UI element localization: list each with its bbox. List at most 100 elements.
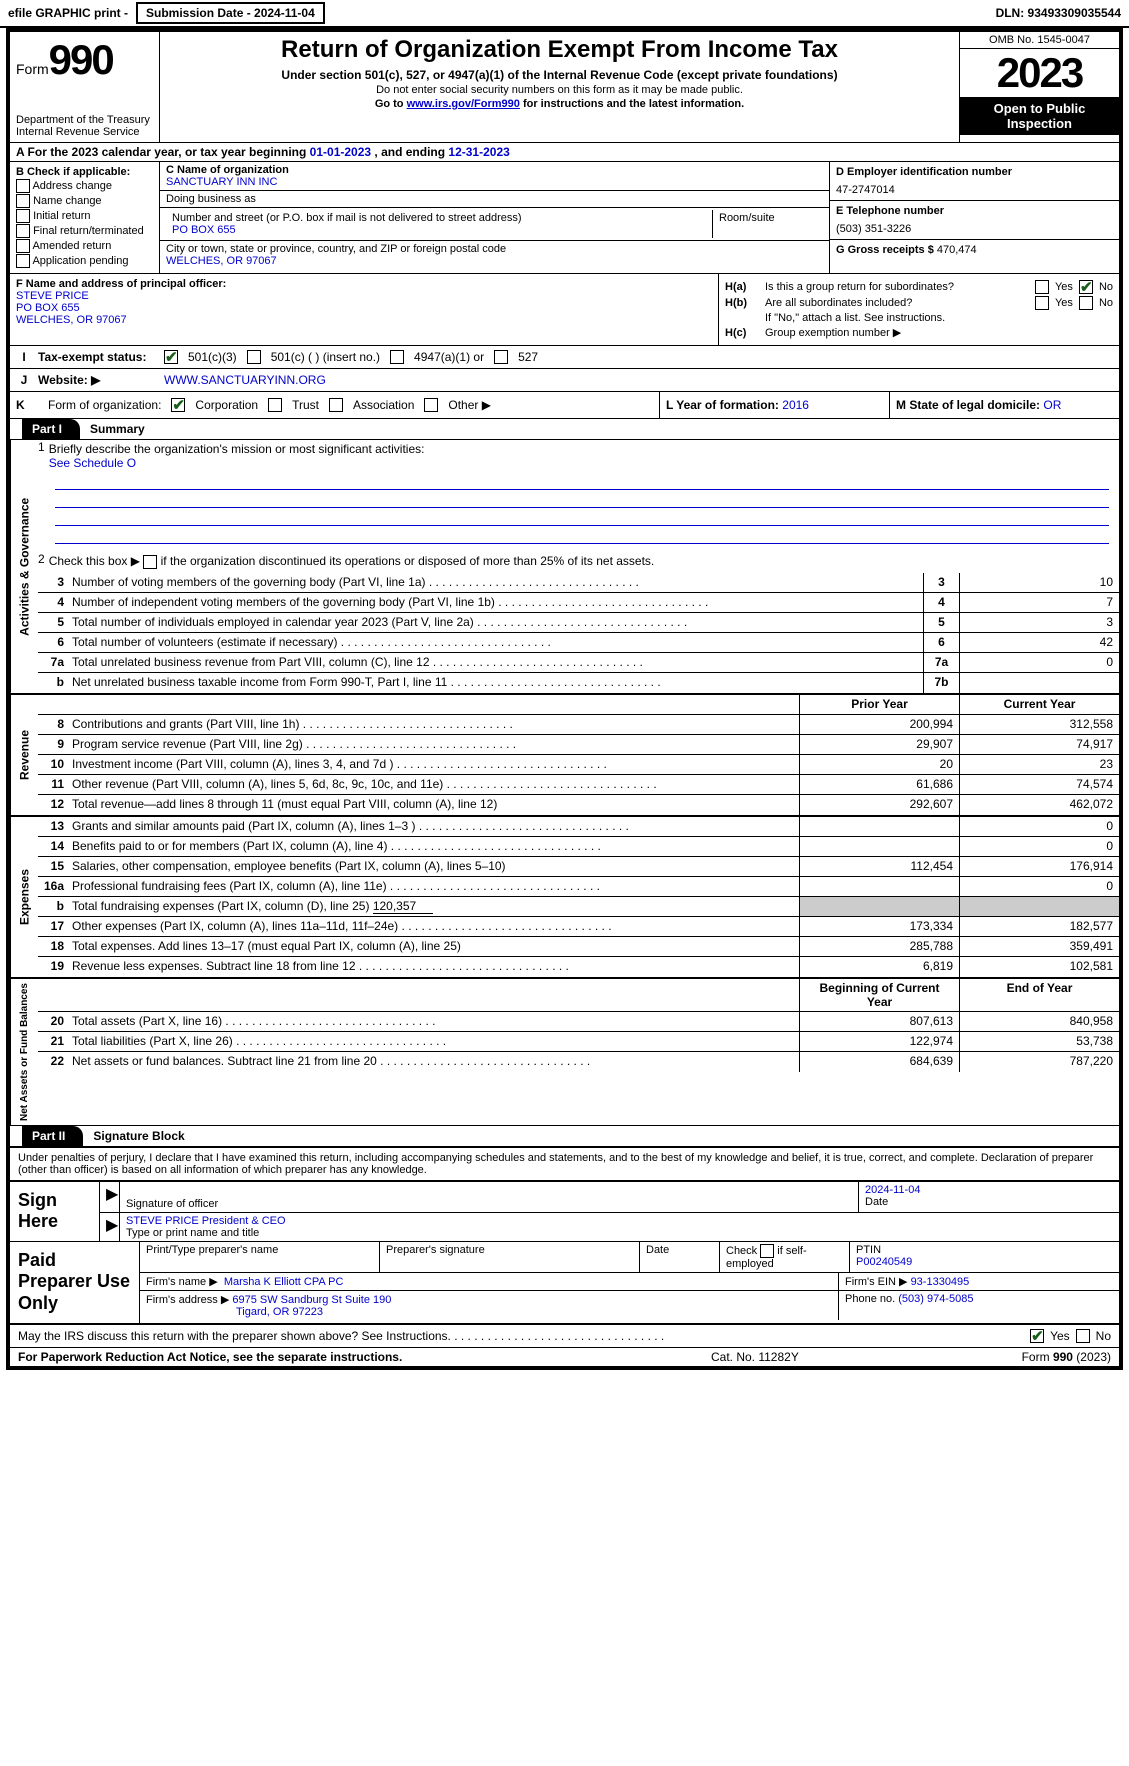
discuss-row: May the IRS discuss this return with the… (10, 1325, 1119, 1348)
city-value: WELCHES, OR 97067 (166, 255, 823, 267)
state-domicile: OR (1043, 398, 1061, 412)
year-formation: 2016 (782, 398, 809, 412)
block-fh: F Name and address of principal officer:… (10, 274, 1119, 346)
form-number: 990 (49, 36, 113, 83)
section-activities: Activities & Governance 1 Briefly descri… (10, 440, 1119, 695)
chk-initial-return[interactable]: Initial return (16, 209, 153, 223)
discuss-no-checkbox[interactable] (1076, 1329, 1090, 1343)
org-name: SANCTUARY INN INC (166, 176, 823, 188)
line1-desc: Briefly describe the organization's miss… (49, 442, 1115, 456)
hb-text: Are all subordinates included? (765, 297, 1035, 309)
omb-number: OMB No. 1545-0047 (960, 32, 1119, 49)
section-revenue: Revenue Prior YearCurrent Year 8Contribu… (10, 695, 1119, 817)
chk-trust[interactable] (268, 398, 282, 412)
box-f: F Name and address of principal officer:… (10, 274, 719, 345)
val-line6: 42 (959, 633, 1119, 652)
section-expenses: Expenses 13Grants and similar amounts pa… (10, 817, 1119, 979)
vlabel-expenses: Expenses (10, 817, 38, 977)
chk-amended-return[interactable]: Amended return (16, 239, 153, 253)
signature-intro: Under penalties of perjury, I declare th… (10, 1147, 1119, 1180)
ein-value: 47-2747014 (836, 184, 1113, 196)
chk-4947[interactable] (390, 350, 404, 364)
hdr-current-year: Current Year (959, 695, 1119, 714)
sig-date-value: 2024-11-04 (865, 1184, 1113, 1196)
part-1-title: Summary (80, 419, 155, 439)
officer-street: PO BOX 655 (16, 302, 712, 314)
val-line4: 7 (959, 593, 1119, 612)
goto-post: for instructions and the latest informat… (520, 98, 744, 110)
submission-date-button[interactable]: Submission Date - 2024-11-04 (136, 2, 325, 24)
chk-501c3[interactable] (164, 350, 178, 364)
row-j: J Website: ▶ WWW.SANCTUARYINN.ORG (10, 369, 1119, 392)
phone-value-e: (503) 351-3226 (836, 223, 1113, 235)
discuss-yes-checkbox[interactable] (1030, 1329, 1044, 1343)
discuss-text: May the IRS discuss this return with the… (18, 1329, 1020, 1343)
row-i: I Tax-exempt status: 501(c)(3) 501(c) ( … (10, 346, 1119, 369)
arrow-icon: ▶ (100, 1182, 120, 1212)
box-h: H(a) Is this a group return for subordin… (719, 274, 1119, 345)
gross-receipts-label: G Gross receipts $ (836, 244, 934, 256)
ein-label: D Employer identification number (836, 166, 1113, 178)
part-1-header: Part I Summary (10, 419, 1119, 440)
sign-here-label: Sign Here (10, 1182, 100, 1241)
chk-501c[interactable] (247, 350, 261, 364)
chk-527[interactable] (494, 350, 508, 364)
ha-yes-checkbox[interactable] (1035, 280, 1049, 294)
website-value: WWW.SANCTUARYINN.ORG (158, 369, 1119, 391)
dept-label: Department of the Treasury Internal Reve… (16, 114, 153, 138)
val-line3: 10 (959, 573, 1119, 592)
box-b-label: B Check if applicable: (16, 166, 153, 178)
chk-name-change[interactable]: Name change (16, 194, 153, 208)
chk-corporation[interactable] (171, 398, 185, 412)
row-a-tax-year: A For the 2023 calendar year, or tax yea… (10, 143, 1119, 162)
firm-ein: 93-1330495 (911, 1276, 970, 1288)
form-subtitle-2: Do not enter social security numbers on … (166, 84, 953, 96)
part-2-header: Part II Signature Block (10, 1126, 1119, 1147)
firm-addr1: 6975 SW Sandburg St Suite 190 (232, 1294, 391, 1306)
part-1-tab: Part I (22, 419, 80, 439)
officer-print-name: STEVE PRICE President & CEO (126, 1215, 1113, 1227)
vlabel-activities: Activities & Governance (10, 440, 38, 693)
row-klm: K Form of organization: Corporation Trus… (10, 392, 1119, 419)
box-b: B Check if applicable: Address change Na… (10, 162, 160, 273)
fundraising-total: 120,357 (373, 899, 433, 914)
form-990-container: Form990 Department of the Treasury Inter… (6, 28, 1123, 1370)
chk-discontinued[interactable] (143, 555, 157, 569)
chk-association[interactable] (329, 398, 343, 412)
tax-year: 2023 (960, 49, 1119, 97)
footer-row: For Paperwork Reduction Act Notice, see … (10, 1348, 1119, 1366)
form-header: Form990 Department of the Treasury Inter… (10, 32, 1119, 143)
part-2-tab: Part II (22, 1126, 83, 1146)
vlabel-revenue: Revenue (10, 695, 38, 815)
room-label: Room/suite (713, 210, 823, 238)
chk-address-change[interactable]: Address change (16, 179, 153, 193)
toolbar: efile GRAPHIC print - Submission Date - … (0, 0, 1129, 28)
chk-other[interactable] (424, 398, 438, 412)
firm-phone: (503) 974-5085 (898, 1293, 973, 1305)
hc-text: Group exemption number ▶ (765, 326, 1113, 339)
chk-self-employed[interactable] (760, 1244, 774, 1258)
hc-label: H(c) (725, 327, 765, 339)
gross-receipts-value: 470,474 (937, 244, 977, 256)
goto-pre: Go to (375, 98, 407, 110)
street-label: Number and street (or P.O. box if mail i… (172, 212, 706, 224)
chk-final-return[interactable]: Final return/terminated (16, 224, 153, 238)
chk-application-pending[interactable]: Application pending (16, 254, 153, 268)
header-mid: Return of Organization Exempt From Incom… (160, 32, 959, 142)
hb-no-checkbox[interactable] (1079, 296, 1093, 310)
hb-yes-checkbox[interactable] (1035, 296, 1049, 310)
ha-no-checkbox[interactable] (1079, 280, 1093, 294)
phone-label-e: E Telephone number (836, 205, 1113, 217)
section-net-assets: Net Assets or Fund Balances Beginning of… (10, 979, 1119, 1126)
val-line5: 3 (959, 613, 1119, 632)
line1-value: See Schedule O (49, 456, 1115, 470)
val-line7b (959, 673, 1119, 693)
paperwork-notice: For Paperwork Reduction Act Notice, see … (18, 1350, 711, 1364)
paid-preparer-block: Paid Preparer Use Only Print/Type prepar… (10, 1242, 1119, 1325)
cat-no: Cat. No. 11282Y (711, 1350, 911, 1364)
open-to-public: Open to Public Inspection (960, 97, 1119, 135)
dba-label: Doing business as (166, 193, 823, 205)
ha-text: Is this a group return for subordinates? (765, 281, 1035, 293)
irs-link[interactable]: www.irs.gov/Form990 (407, 98, 520, 110)
arrow-icon: ▶ (100, 1213, 120, 1241)
